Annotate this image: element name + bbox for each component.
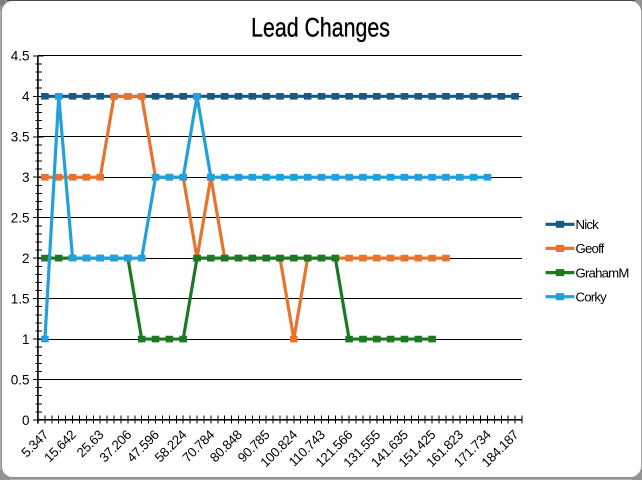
svg-text:1: 1 [22,332,30,347]
svg-text:Lead Changes: Lead Changes [251,13,390,43]
svg-text:1.5: 1.5 [11,291,30,306]
svg-text:2.5: 2.5 [11,211,30,226]
svg-text:GrahamM: GrahamM [576,265,629,280]
svg-text:Corky: Corky [576,290,608,305]
svg-text:0: 0 [22,413,30,428]
svg-text:Geoff: Geoff [576,241,605,256]
svg-text:3: 3 [22,170,30,185]
svg-text:2: 2 [22,251,30,266]
svg-text:4.5: 4.5 [11,49,30,64]
svg-text:3.5: 3.5 [11,130,30,145]
svg-text:4: 4 [22,89,30,104]
svg-text:15.642: 15.642 [41,427,79,465]
svg-text:0.5: 0.5 [11,372,30,387]
svg-text:Nick: Nick [576,217,600,232]
